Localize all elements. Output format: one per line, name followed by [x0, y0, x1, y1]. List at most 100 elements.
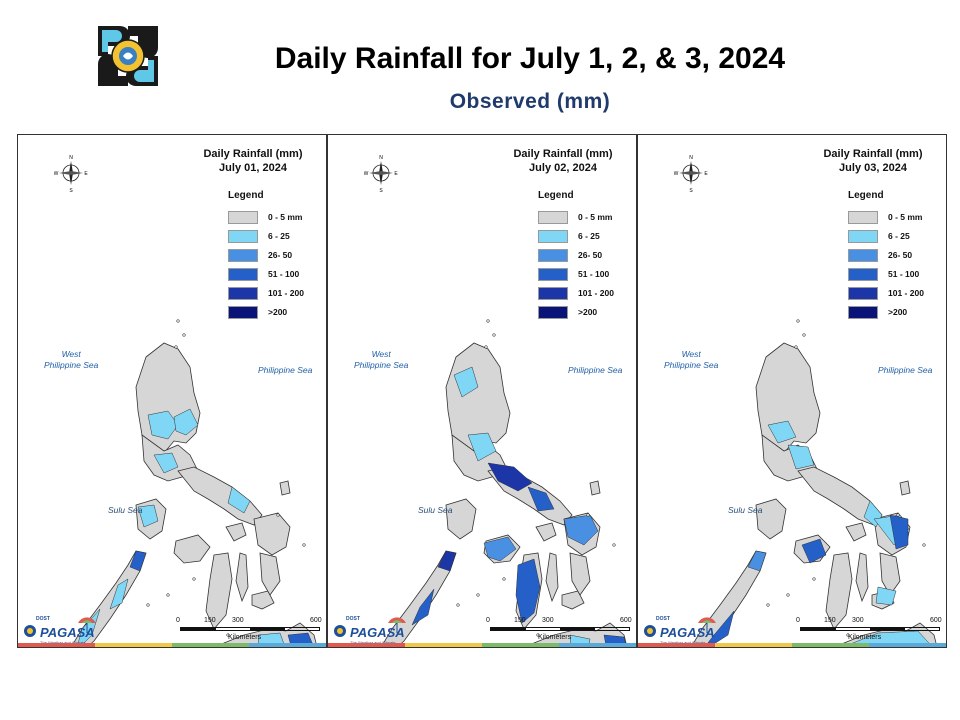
- legend-title: Legend: [848, 190, 884, 201]
- island-bicol: [177, 466, 263, 526]
- island-masbate: [225, 522, 247, 542]
- compass-e: E: [704, 171, 708, 177]
- compass-n: N: [689, 155, 693, 161]
- island-negros: [205, 552, 233, 630]
- legend-label: 51 - 100: [268, 269, 300, 279]
- islet: [766, 603, 770, 607]
- island-luzon-north: [445, 342, 511, 454]
- legend-label: >200: [888, 307, 908, 317]
- pagasa-logo: DOSTPAGASAThe Weather and Climate Author…: [332, 613, 408, 647]
- compass-s: S: [379, 188, 383, 193]
- legend-swatch: [228, 230, 258, 243]
- panel-header: Daily Rainfall (mm): [823, 148, 923, 160]
- rainfall-area-5: [889, 514, 909, 550]
- islet: [796, 319, 800, 323]
- islet: [846, 633, 850, 637]
- legend-swatch: [228, 249, 258, 262]
- rainfall-area-6: [109, 578, 129, 610]
- rainfall-area-4: [137, 504, 159, 528]
- islet: [276, 513, 280, 517]
- scale-tick-label: 300: [232, 617, 244, 624]
- legend-swatch: [538, 268, 568, 281]
- legend-label: 26- 50: [888, 250, 913, 260]
- legend-title: Legend: [538, 190, 574, 201]
- page-subtitle: Observed (mm): [449, 90, 611, 113]
- legend-label: 0 - 5 mm: [888, 212, 923, 222]
- compass-s: S: [689, 188, 693, 193]
- footer-color-stripe: [328, 643, 636, 647]
- legend-swatch: [228, 211, 258, 224]
- legend-label: 101 - 200: [888, 288, 924, 298]
- rainfall-area-3: [153, 452, 179, 474]
- legend-label: 26- 50: [268, 250, 293, 260]
- rainfall-area-4: [527, 486, 555, 512]
- dost-label: DOST: [346, 616, 360, 622]
- island-leyte: [259, 552, 281, 596]
- panel-header: Daily Rainfall (mm): [513, 148, 613, 160]
- island-panay: [173, 534, 211, 564]
- sulu-sea-label: Sulu Sea: [728, 505, 763, 515]
- rainfall-area-5: [129, 550, 147, 572]
- islet: [456, 603, 460, 607]
- scale-tick-label: 600: [930, 617, 942, 624]
- scale-bar-graphic: [800, 627, 940, 631]
- philippine-sea-label: Philippine Sea: [878, 365, 933, 375]
- scale-tick-label: 300: [852, 617, 864, 624]
- islet: [812, 577, 816, 581]
- footer-color-stripe: [18, 643, 326, 647]
- island-samar: [253, 512, 291, 556]
- compass-rose-icon: N S W E: [364, 153, 398, 193]
- compass-w: W: [54, 171, 59, 177]
- rainfall-area-1: [453, 366, 479, 398]
- legend-label: 6 - 25: [268, 231, 290, 241]
- islet: [612, 543, 616, 547]
- pagasa-logo: DOSTPAGASAThe Weather and Climate Author…: [642, 613, 718, 647]
- rainfall-map-panel-1: N S W E Daily Rainfall (mm) July 01, 2024 Lege…: [17, 134, 327, 648]
- panel-date: July 03, 2024: [839, 162, 907, 174]
- legend-swatch: [848, 306, 878, 319]
- legend-swatch: [848, 230, 878, 243]
- islet: [786, 593, 790, 597]
- rainfall-area-8: [515, 558, 541, 624]
- sulu-sea-label: Sulu Sea: [108, 505, 143, 515]
- rainfall-area-2: [787, 444, 815, 470]
- legend-label: 51 - 100: [888, 269, 920, 279]
- rainfall-area-2: [467, 432, 497, 462]
- compass-n: N: [379, 155, 383, 161]
- island-leyte: [879, 552, 901, 596]
- rainfall-area-7: [483, 536, 517, 562]
- compass-w: W: [674, 171, 679, 177]
- rainfall-area-6: [801, 538, 827, 564]
- rainfall-area-2: [173, 408, 199, 436]
- west-philippine-sea-label: West Philippine Sea: [44, 349, 99, 370]
- island-negros: [825, 552, 853, 630]
- islet: [922, 543, 926, 547]
- island-catanduanes: [279, 480, 291, 496]
- island-mindoro: [755, 498, 787, 540]
- scale-bar: 0 150 300 600 Kilometers: [176, 617, 324, 643]
- rainfall-map-panel-3: N S W E Daily Rainfall (mm) July 03, 2024 Lege…: [637, 134, 947, 648]
- islet: [302, 543, 306, 547]
- scale-unit: Kilometers: [228, 634, 262, 641]
- compass-rose-icon: N S W E: [54, 153, 88, 193]
- rainfall-area-6: [411, 588, 435, 626]
- legend-swatch: [228, 287, 258, 300]
- islet: [794, 345, 798, 349]
- scale-unit: Kilometers: [538, 634, 572, 641]
- island-bohol: [251, 590, 275, 610]
- legend-swatch: [538, 230, 568, 243]
- scale-tick-label: 0: [486, 617, 490, 624]
- legend-swatch: [228, 306, 258, 319]
- pagasa-seal-logo: [96, 24, 160, 88]
- philippines-map: [690, 319, 938, 647]
- rainfall-area-3: [487, 462, 533, 492]
- scale-tick-label: 150: [204, 617, 216, 624]
- scale-tick-label: 600: [620, 617, 632, 624]
- legend-swatch: [848, 249, 878, 262]
- island-masbate: [535, 522, 557, 542]
- legend-swatch: [538, 287, 568, 300]
- islet: [502, 577, 506, 581]
- islet: [536, 633, 540, 637]
- scale-bar-graphic: [180, 627, 320, 631]
- legend-label: 101 - 200: [268, 288, 304, 298]
